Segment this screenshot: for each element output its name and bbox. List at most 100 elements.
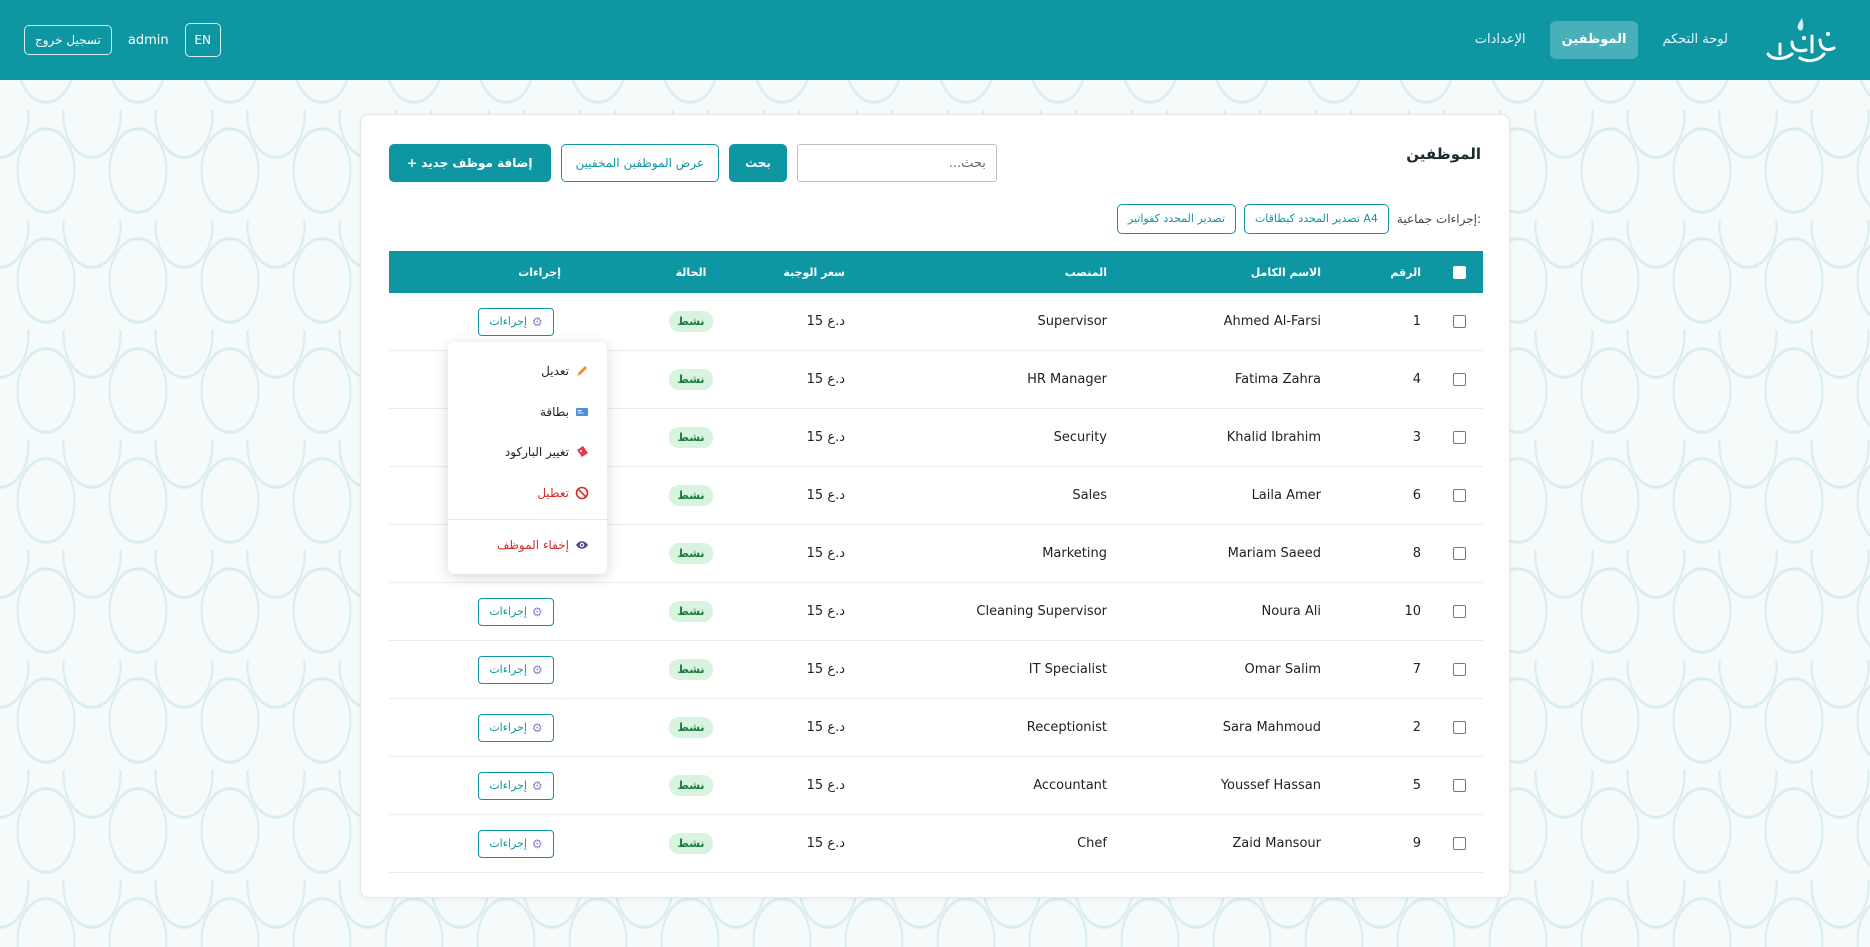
actions-cell: إجراءات ⚙ (471, 293, 561, 350)
employee-id: 2 (1412, 720, 1421, 735)
employee-id: 9 (1412, 836, 1421, 851)
employee-id: 4 (1412, 372, 1421, 387)
select-all-checkbox[interactable] (1452, 265, 1466, 279)
row-checkbox[interactable] (1452, 605, 1466, 618)
col-status-header: الحالة (675, 265, 707, 279)
row-checkbox[interactable] (1452, 373, 1466, 386)
employee-id: 3 (1412, 430, 1421, 445)
row-select-cell (1451, 815, 1467, 872)
employee-name: Fatima Zahra (1234, 372, 1321, 387)
row-checkbox[interactable] (1452, 779, 1466, 792)
bulk-actions-label: إجراءات جماعية: (1396, 212, 1481, 226)
menu-item-change-barcode[interactable]: تغيير الباركود (505, 441, 589, 463)
row-select-cell (1451, 351, 1467, 408)
status-badge: نشط (669, 369, 713, 390)
employee-id: 7 (1412, 662, 1421, 677)
table-row: 10 Noura Ali Cleaning Supervisor 15 د.ع نشط إ… (389, 583, 1483, 641)
actions-cell: إجراءات ⚙ (471, 583, 561, 640)
employee-position: Supervisor (1037, 314, 1107, 329)
actions-label: إجراءات (489, 837, 527, 850)
actions-cell: إجراءات ⚙ (471, 815, 561, 872)
search-button[interactable]: بحث (729, 144, 787, 182)
row-actions-button[interactable]: إجراءات ⚙ (478, 829, 554, 858)
bulk-actions: إجراءات جماعية: تصدير المحدد كبطاقات A4 … (1116, 204, 1481, 234)
main-nav: لوحة التحكم الموظفين الإعدادات (1463, 20, 1740, 60)
table-header: الرقم الاسم الكامل المنصب سعر الوجبة الح… (389, 251, 1483, 293)
employee-name: Ahmed Al-Farsi (1223, 314, 1321, 329)
status-badge: نشط (669, 717, 713, 738)
row-select-cell (1451, 641, 1467, 698)
eye-icon (576, 541, 588, 549)
user-controls: تسجيل خروج admin EN (24, 23, 221, 57)
employee-id: 1 (1412, 314, 1421, 329)
nav-settings[interactable]: الإعدادات (1474, 32, 1526, 47)
col-name-header: الاسم الكامل (1250, 265, 1321, 279)
employee-name: Sara Mahmoud (1222, 720, 1321, 735)
logout-button[interactable]: تسجيل خروج (24, 25, 112, 55)
brand-logo[interactable] (1762, 14, 1838, 66)
export-cards-button[interactable]: تصدير المحدد كبطاقات A4 (1243, 204, 1389, 234)
menu-item-hide-employee[interactable]: إخفاء الموظف (497, 534, 589, 556)
prohibited-icon (575, 486, 589, 500)
row-actions-button[interactable]: إجراءات ⚙ (478, 713, 554, 742)
menu-item-edit[interactable]: تعديل (541, 360, 589, 382)
row-select-cell (1451, 409, 1467, 466)
language-toggle-button[interactable]: EN (184, 23, 221, 57)
row-select-cell (1451, 699, 1467, 756)
employee-id: 6 (1412, 488, 1421, 503)
row-checkbox[interactable] (1452, 431, 1466, 444)
employee-position: Receptionist (1026, 720, 1107, 735)
table-row: 9 Zaid Mansour Chef 15 د.ع نشط إجراءات ⚙ (389, 815, 1483, 873)
row-actions-button[interactable]: إجراءات ⚙ (478, 655, 554, 684)
status-badge: نشط (669, 601, 713, 622)
row-actions-button[interactable]: إجراءات ⚙ (478, 597, 554, 626)
employee-id: 5 (1412, 778, 1421, 793)
row-checkbox[interactable] (1452, 315, 1466, 328)
actions-label: إجراءات (489, 315, 527, 328)
row-select-cell (1451, 467, 1467, 524)
col-num-header: الرقم (1390, 265, 1421, 279)
meal-price: 15 د.ع (806, 546, 845, 561)
nav-dashboard[interactable]: لوحة التحكم (1662, 32, 1728, 47)
row-actions-button[interactable]: إجراءات ⚙ (478, 771, 554, 800)
select-all-cell (1451, 251, 1467, 293)
gear-icon: ⚙ (531, 778, 543, 793)
actions-label: إجراءات (489, 779, 527, 792)
search-input[interactable] (796, 144, 997, 182)
col-actions-header: إجراءات (518, 265, 561, 279)
export-invoices-button[interactable]: تصدير المحدد كفواتير (1116, 204, 1236, 234)
row-actions-menu: تعديل بطاقة تغيير الباركود تعطيل إخفاء ا… (448, 342, 607, 574)
status-cell: نشط (669, 757, 713, 814)
nav-employees[interactable]: الموظفين (1549, 21, 1639, 59)
employee-position: Chef (1077, 836, 1107, 851)
table-row: 1 Ahmed Al-Farsi Supervisor 15 د.ع نشط إجراءا… (389, 293, 1483, 351)
row-actions-button[interactable]: إجراءات ⚙ (478, 307, 554, 336)
employee-name: Omar Salim (1244, 662, 1321, 677)
status-cell: نشط (669, 467, 713, 524)
page-title: الموظفين (1406, 145, 1481, 163)
row-checkbox[interactable] (1452, 663, 1466, 676)
col-price-header: سعر الوجبة (783, 265, 845, 279)
row-checkbox[interactable] (1452, 489, 1466, 502)
row-checkbox[interactable] (1452, 721, 1466, 734)
row-select-cell (1451, 757, 1467, 814)
employee-position: HR Manager (1027, 372, 1107, 387)
show-hidden-employees-button[interactable]: عرض الموظفين المخفيين (560, 144, 720, 182)
menu-item-disable[interactable]: تعطيل (537, 482, 589, 504)
row-checkbox[interactable] (1452, 547, 1466, 560)
add-employee-button[interactable]: + إضافة موظف جديد (389, 144, 551, 182)
employee-position: Cleaning Supervisor (976, 604, 1107, 619)
menu-item-card[interactable]: بطاقة (540, 401, 589, 423)
username: admin (127, 32, 169, 48)
status-cell: نشط (669, 293, 713, 350)
actions-cell: إجراءات ⚙ (471, 757, 561, 814)
actions-label: إجراءات (489, 605, 527, 618)
employee-position: Accountant (1033, 778, 1107, 793)
employee-position: IT Specialist (1028, 662, 1107, 677)
row-checkbox[interactable] (1452, 837, 1466, 850)
employee-position: Security (1053, 430, 1107, 445)
actions-cell: إجراءات ⚙ (471, 641, 561, 698)
gear-icon: ⚙ (531, 662, 543, 677)
row-select-cell (1451, 583, 1467, 640)
status-cell: نشط (669, 525, 713, 582)
